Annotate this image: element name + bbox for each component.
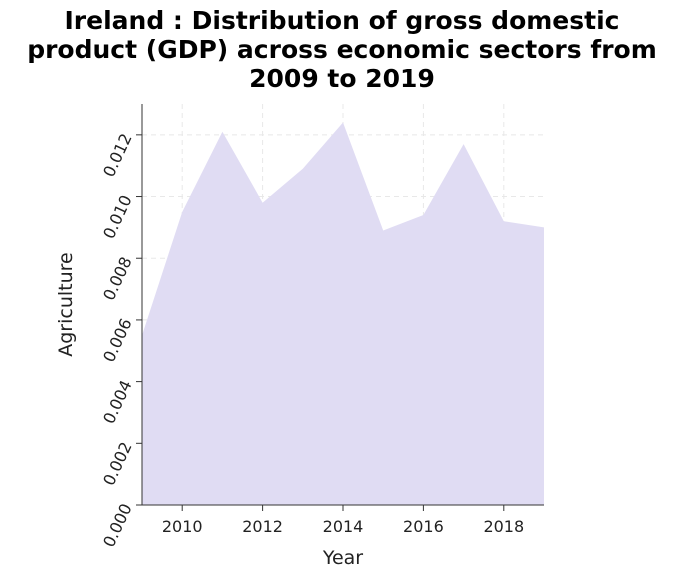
x-tick-label: 2016 bbox=[403, 517, 444, 536]
y-tick-label: 0.002 bbox=[99, 439, 136, 489]
y-axis-label: Agriculture bbox=[55, 252, 77, 357]
y-tick-label: 0.004 bbox=[99, 377, 136, 427]
chart-title: Ireland : Distribution of gross domestic… bbox=[27, 6, 657, 93]
y-tick-label: 0.012 bbox=[99, 130, 136, 180]
x-tick-label: 2012 bbox=[242, 517, 283, 536]
y-tick-label: 0.008 bbox=[99, 254, 136, 304]
agriculture-area bbox=[142, 122, 544, 505]
x-tick-label: 2010 bbox=[162, 517, 203, 536]
y-tick-label: 0.006 bbox=[99, 315, 136, 365]
y-tick-label: 0.000 bbox=[99, 501, 136, 551]
y-tick-label: 0.010 bbox=[99, 192, 136, 242]
axes bbox=[136, 104, 544, 511]
x-tick-label: 2018 bbox=[483, 517, 524, 536]
x-axis-label: Year bbox=[322, 547, 363, 569]
x-tick-label: 2014 bbox=[323, 517, 364, 536]
